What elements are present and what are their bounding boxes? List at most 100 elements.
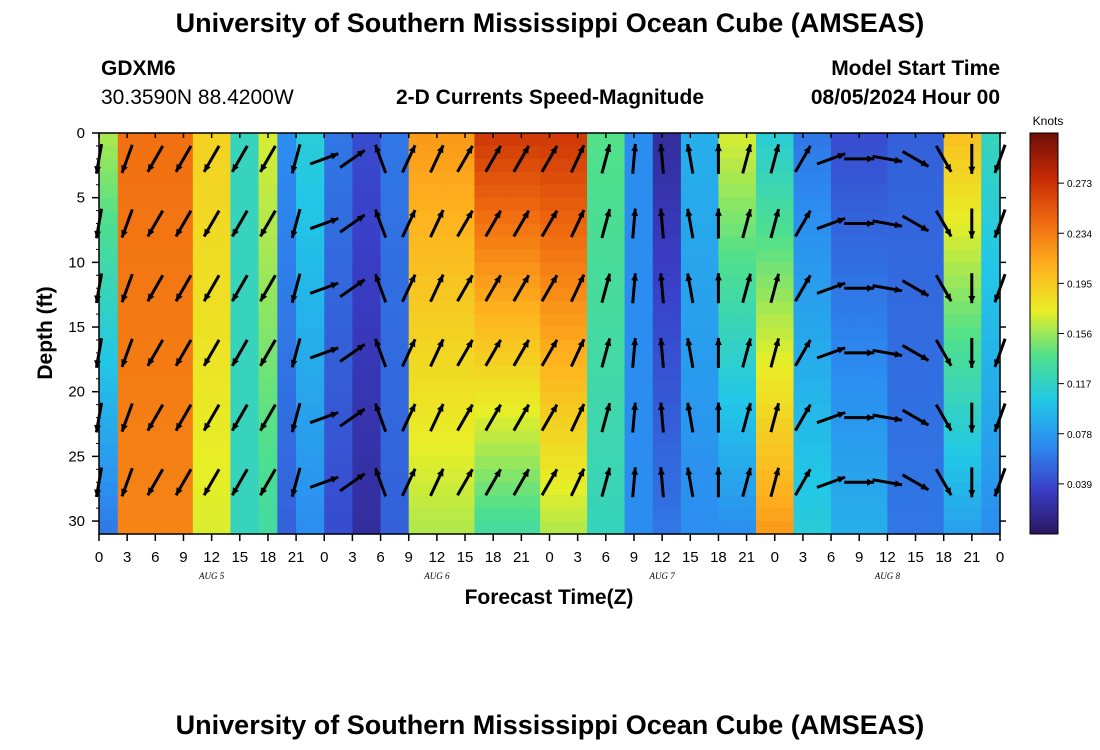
heatmap-cell [990, 197, 1001, 212]
heatmap-cell [831, 352, 842, 367]
heatmap-cell [568, 404, 579, 419]
heatmap-cell [352, 288, 363, 302]
heatmap-cell [108, 223, 119, 238]
heatmap-cell [277, 145, 288, 160]
heatmap-cell [174, 145, 185, 160]
heatmap-cell [577, 197, 588, 212]
heatmap-cell [164, 158, 175, 173]
heatmap-cell [202, 327, 213, 341]
heatmap-cell [774, 301, 785, 315]
heatmap-cell [99, 339, 109, 354]
heatmap-cell [108, 249, 119, 263]
heatmap-cell [493, 249, 504, 263]
current-arrow [872, 348, 903, 358]
heatmap-cell [831, 171, 842, 186]
heatmap-cell [549, 508, 560, 522]
heatmap-cell [361, 314, 372, 328]
heatmap-cell [145, 133, 156, 147]
heatmap-cell [953, 314, 964, 328]
heatmap-cell [530, 391, 541, 406]
heatmap-cell [117, 275, 128, 289]
heatmap-cell [915, 275, 926, 289]
heatmap-cell [943, 443, 954, 457]
heatmap-cell [765, 365, 776, 380]
heatmap-cell [709, 391, 720, 406]
heatmap-cell [521, 391, 532, 406]
current-arrow [901, 473, 930, 492]
heatmap-cell [380, 171, 391, 186]
heatmap-cell [709, 352, 720, 367]
heatmap-cell [849, 223, 860, 238]
y-tick-label: 5 [77, 190, 85, 207]
heatmap-cell [239, 495, 250, 509]
current-arrow [631, 467, 639, 498]
heatmap-cell [652, 171, 663, 186]
heatmap-cell [587, 378, 598, 393]
heatmap-cell [831, 197, 842, 212]
heatmap-cell [943, 404, 954, 419]
heatmap-cell [812, 521, 823, 535]
heatmap-cell [436, 301, 447, 315]
heatmap-cell [596, 171, 607, 186]
heatmap-cell [953, 236, 964, 251]
heatmap-cell [389, 430, 400, 445]
heatmap-cell [812, 314, 823, 328]
heatmap-cell [812, 417, 823, 432]
heatmap-cell [314, 145, 325, 160]
heatmap-cell [399, 314, 410, 328]
heatmap-cell [802, 197, 813, 212]
heatmap-cell [108, 288, 119, 302]
heatmap-cell [587, 158, 598, 173]
heatmap-cell [877, 495, 888, 509]
heatmap-cell [352, 482, 363, 496]
heatmap-cell [924, 495, 935, 509]
heatmap-cell [314, 327, 325, 341]
heatmap-cell [896, 133, 907, 147]
heatmap-cell [755, 378, 766, 393]
heatmap-cell [924, 171, 935, 186]
heatmap-cell [849, 391, 860, 406]
heatmap-cell [286, 210, 297, 225]
heatmap-cell [896, 184, 907, 199]
heatmap-cell [633, 197, 644, 212]
heatmap-cell [267, 262, 278, 276]
heatmap-cell [727, 249, 738, 263]
heatmap-cell [962, 236, 973, 251]
heatmap-cell [727, 430, 738, 445]
heatmap-cell [587, 145, 598, 160]
heatmap-cell [699, 508, 710, 522]
heatmap-cell [333, 404, 344, 419]
heatmap-cell [924, 339, 935, 354]
heatmap-cell [221, 508, 231, 522]
heatmap-cell [474, 301, 485, 315]
heatmap-cell [540, 145, 551, 160]
heatmap-cell [277, 236, 288, 251]
heatmap-cell [230, 301, 241, 315]
heatmap-cell [502, 171, 513, 186]
heatmap-cell [155, 482, 166, 496]
heatmap-cell [352, 145, 363, 160]
heatmap-cell [296, 417, 307, 432]
heatmap-cell [868, 365, 879, 380]
heatmap-cell [915, 197, 926, 212]
current-arrow [309, 346, 339, 360]
heatmap-cell [221, 197, 231, 212]
heatmap-cell [784, 469, 795, 483]
heatmap-cell [831, 223, 842, 238]
heatmap-cell [962, 352, 973, 367]
heatmap-cell [239, 482, 250, 496]
heatmap-cell [943, 301, 954, 315]
heatmap-cell [192, 521, 203, 535]
heatmap-cell [333, 184, 344, 199]
heatmap-cell [371, 508, 382, 522]
heatmap-cell [587, 495, 598, 509]
heatmap-cell [455, 456, 466, 470]
heatmap-cell [990, 145, 1001, 160]
heatmap-cell [239, 171, 250, 186]
heatmap-cell [906, 249, 917, 263]
heatmap-cell [943, 210, 954, 225]
heatmap-cell [183, 482, 194, 496]
heatmap-cell [277, 391, 288, 406]
heatmap-cell [202, 404, 213, 419]
